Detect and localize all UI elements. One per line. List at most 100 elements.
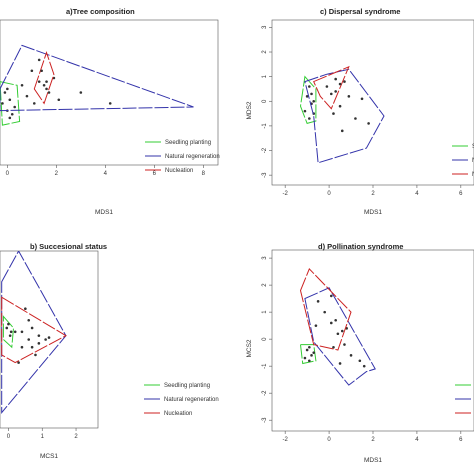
y-tick-label: -1: [262, 123, 268, 129]
y-axis-label: MDS2: [246, 101, 253, 119]
hull-series-0: [299, 344, 317, 365]
data-point: [5, 326, 9, 330]
data-point: [20, 345, 24, 349]
data-point: [332, 345, 335, 349]
data-point: [42, 83, 46, 87]
legend-label: Sl: [472, 144, 474, 150]
data-point: [32, 102, 36, 105]
data-point: [30, 345, 34, 349]
data-point: [323, 310, 326, 314]
data-point: [57, 98, 61, 102]
plot-area: [0, 44, 194, 126]
plot-area: [1, 251, 67, 414]
data-point: [9, 330, 13, 334]
data-point: [338, 104, 342, 108]
data-point: [360, 97, 364, 101]
y-tick-label: 1: [262, 74, 268, 78]
data-point: [3, 91, 7, 94]
hull-series-2: [299, 268, 352, 351]
x-axis-label: MDS1: [364, 457, 382, 464]
data-point: [27, 338, 31, 341]
data-point: [340, 329, 344, 333]
data-point: [343, 80, 346, 83]
data-point: [20, 330, 24, 334]
data-point: [310, 92, 313, 96]
hull-series-1: [304, 68, 385, 164]
x-tick-label: 0: [6, 171, 10, 177]
x-tick-label: 2: [74, 434, 78, 440]
data-point: [329, 92, 333, 96]
x-tick-label: 0: [7, 434, 11, 440]
data-point: [325, 85, 329, 88]
data-point: [308, 359, 311, 363]
data-point: [17, 361, 20, 364]
legend-label: Nl: [472, 172, 474, 178]
x-tick-label: -2: [283, 437, 289, 443]
data-point: [343, 343, 346, 346]
legend-label: Natural regeneration: [165, 154, 220, 160]
panel-c: c) Dispersal syndrome -2 0 2 4 6 3 2 1 0 -1 -2 -3 MDS…: [246, 7, 474, 216]
data-point: [334, 90, 337, 93]
hull-series-0: [2, 315, 15, 349]
hull-series-0: [299, 75, 317, 125]
data-point: [47, 91, 51, 94]
hull-series-1: [0, 44, 194, 112]
data-point: [20, 83, 24, 87]
x-tick-label: -2: [283, 191, 289, 197]
data-point: [37, 334, 41, 337]
y-tick-label: -1: [262, 363, 268, 369]
y-tick-label: 3: [262, 256, 268, 260]
chart-title: b) Succesional status: [30, 242, 107, 251]
data-point: [310, 354, 313, 357]
y-tick-label: 0: [262, 99, 268, 103]
data-point: [303, 356, 307, 360]
data-point: [305, 95, 309, 98]
y-tick-label: -2: [262, 390, 268, 396]
chart-title: a)Tree composition: [66, 7, 135, 16]
data-point: [358, 359, 362, 363]
data-point: [367, 122, 370, 125]
data-point: [8, 98, 12, 102]
x-axis-label: MDS1: [95, 209, 113, 216]
plot-area: [299, 268, 376, 386]
data-point: [40, 69, 43, 73]
data-point: [340, 129, 344, 133]
plot-frame: [0, 19, 219, 166]
data-point: [30, 326, 34, 330]
hull-series-2: [1, 296, 67, 364]
y-tick-label: 3: [262, 25, 268, 29]
x-tick-label: 8: [202, 171, 206, 177]
x-tick-label: 4: [415, 437, 419, 443]
data-point: [8, 334, 12, 337]
legend-label: Nl: [472, 158, 474, 164]
hull-series-2: [33, 51, 55, 105]
data-point: [79, 91, 83, 94]
data-point: [354, 117, 357, 120]
plot-area: [299, 65, 385, 164]
y-tick-label: 0: [262, 337, 268, 341]
data-point: [308, 345, 311, 349]
data-point: [27, 318, 31, 322]
data-point: [1, 102, 4, 105]
panel-a: a)Tree composition 0 2 4 6 8 MDS1 Seedling plan…: [0, 7, 220, 216]
plot-frame: [271, 19, 474, 186]
data-point: [362, 364, 366, 368]
data-point: [30, 69, 34, 73]
legend-label: Nucleation: [165, 168, 193, 174]
data-point: [314, 324, 318, 327]
y-axis-label: MCS2: [246, 339, 253, 357]
panel-b: b) Succesional status 0 1 2 MCS1 Seedling pla…: [0, 242, 219, 460]
data-point: [10, 112, 14, 116]
data-point: [6, 87, 9, 91]
data-point: [334, 318, 337, 322]
data-point: [349, 354, 353, 357]
chart-title: d) Pollination syndrome: [318, 242, 403, 251]
plot-frame: [0, 250, 99, 429]
x-tick-label: 6: [459, 437, 463, 443]
x-tick-label: 0: [327, 191, 331, 197]
x-tick-label: 1: [41, 434, 45, 440]
x-tick-label: 0: [327, 437, 331, 443]
panel-d: d) Pollination syndrome -2 0 2 4 6 3 2 1 0 -1 -2 -3 M…: [246, 242, 474, 464]
data-point: [308, 85, 311, 88]
